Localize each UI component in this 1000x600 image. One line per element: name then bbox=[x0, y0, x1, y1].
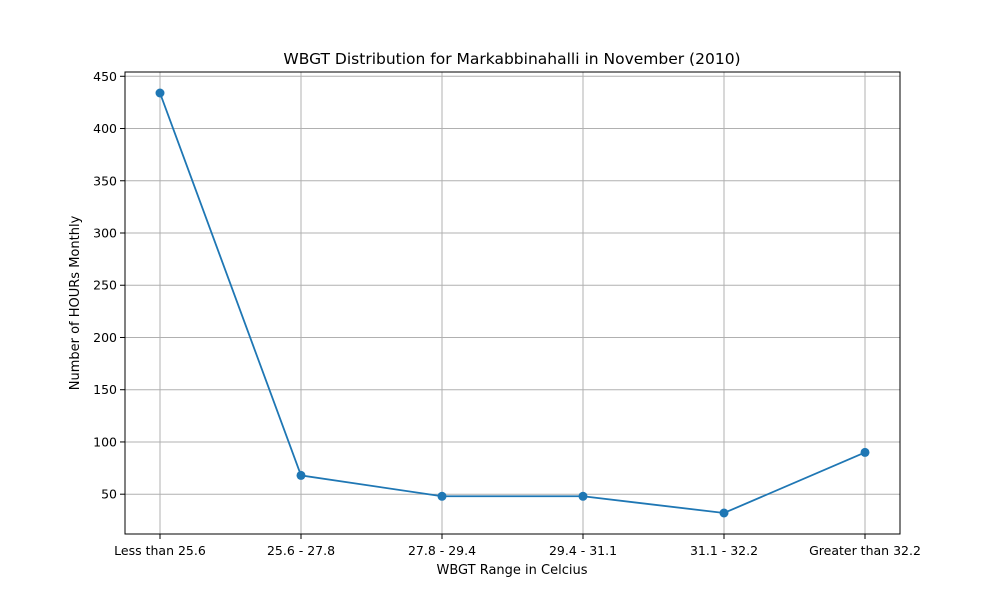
x-tick-label: Greater than 32.2 bbox=[809, 543, 921, 558]
data-point bbox=[860, 447, 870, 457]
chart-title: WBGT Distribution for Markabbinahalli in… bbox=[283, 50, 740, 68]
data-point bbox=[437, 491, 447, 501]
y-tick-label: 250 bbox=[93, 278, 117, 293]
y-tick-label: 50 bbox=[101, 487, 117, 502]
x-tick-label: 25.6 - 27.8 bbox=[267, 543, 335, 558]
y-tick-label: 350 bbox=[93, 173, 117, 188]
x-axis-label: WBGT Range in Celcius bbox=[436, 563, 587, 578]
y-axis-label: Number of HOURs Monthly bbox=[68, 215, 83, 390]
y-tick-label: 100 bbox=[93, 434, 117, 449]
x-tick-label: 29.4 - 31.1 bbox=[549, 543, 617, 558]
data-point bbox=[578, 491, 588, 501]
x-tick-label: 27.8 - 29.4 bbox=[408, 543, 476, 558]
grid bbox=[125, 72, 900, 534]
series-line bbox=[159, 92, 866, 514]
y-tick-label: 400 bbox=[93, 121, 117, 136]
y-tick-label: 150 bbox=[93, 382, 117, 397]
y-tick-label: 200 bbox=[93, 330, 117, 345]
y-tick-label: 450 bbox=[93, 69, 117, 84]
plot-frame bbox=[124, 71, 901, 535]
x-tick-label: 31.1 - 32.2 bbox=[690, 543, 758, 558]
ticks: Less than 25.6 25.6 - 27.8 27.8 - 29.4 29.4… bbox=[93, 69, 921, 558]
data-point bbox=[719, 508, 729, 518]
data-point bbox=[155, 88, 165, 98]
x-tick-label: Less than 25.6 bbox=[114, 543, 206, 558]
data-point bbox=[296, 470, 306, 480]
series-layer bbox=[155, 88, 870, 518]
y-tick-label: 300 bbox=[93, 226, 117, 241]
